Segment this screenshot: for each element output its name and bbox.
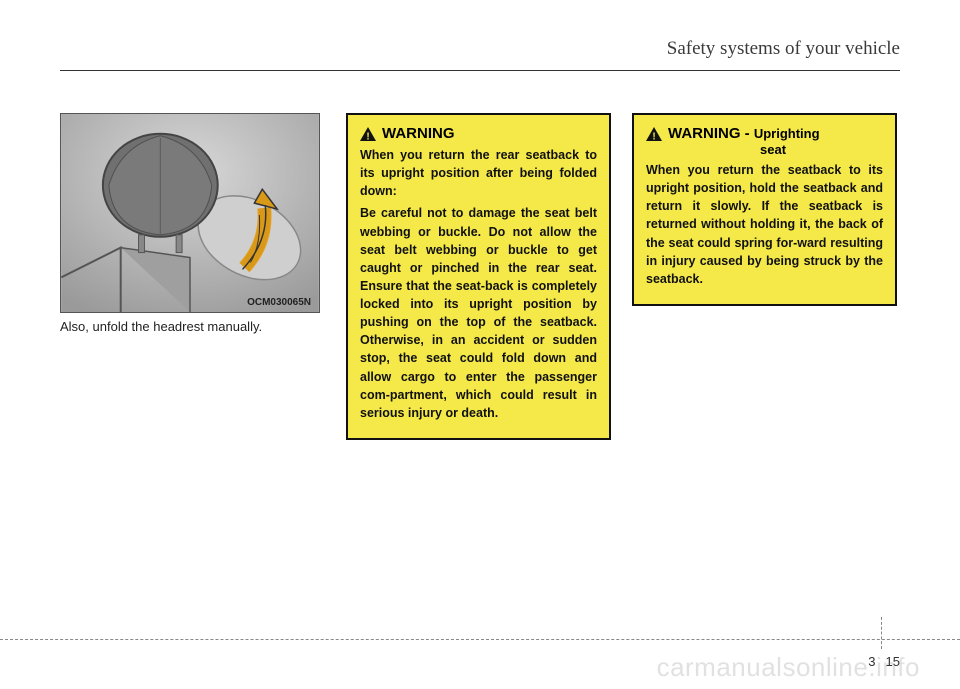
figure-code: OCM030065N: [247, 297, 311, 308]
warning-label-wrap: WARNING - Uprighting seat: [668, 125, 820, 157]
header-rule: [60, 70, 900, 71]
warning-title: ! WARNING - Uprighting seat: [646, 125, 883, 157]
footer-dashline: [0, 639, 960, 640]
warning-triangle-icon: !: [360, 127, 376, 141]
column-middle: ! WARNING When you return the rear seatb…: [346, 113, 614, 440]
warning-label: WARNING -: [668, 125, 754, 142]
warning-para: When you return the seatback to its upri…: [646, 161, 883, 288]
content-row: OCM030065N Also, unfold the headrest man…: [60, 113, 900, 440]
warning-box-uprighting: ! WARNING - Uprighting seat When you ret…: [632, 113, 897, 306]
warning-text: When you return the seatback to its upri…: [646, 161, 883, 288]
svg-text:!: !: [652, 132, 655, 142]
warning-triangle-icon: !: [646, 127, 662, 141]
warning-label: WARNING: [382, 125, 455, 142]
section-title: Safety systems of your vehicle: [667, 38, 900, 60]
watermark: carmanualsonline.info: [657, 652, 920, 683]
warning-text: When you return the rear seatback to its…: [360, 146, 597, 422]
warning-para: Be careful not to damage the seat belt w…: [360, 204, 597, 422]
headrest-figure: OCM030065N: [60, 113, 320, 313]
warning-title: ! WARNING: [360, 125, 597, 142]
warning-subtitle: Uprighting: [754, 126, 820, 141]
warning-box-seatback: ! WARNING When you return the rear seatb…: [346, 113, 611, 440]
headrest-illustration: [61, 114, 319, 312]
column-left: OCM030065N Also, unfold the headrest man…: [60, 113, 328, 440]
svg-text:!: !: [366, 132, 369, 142]
column-right: ! WARNING - Uprighting seat When you ret…: [632, 113, 900, 440]
manual-page: Safety systems of your vehicle: [0, 0, 960, 689]
footer-vertical-dash: [881, 617, 882, 649]
figure-caption: Also, unfold the headrest manually.: [60, 319, 328, 334]
warning-para: When you return the rear seatback to its…: [360, 146, 597, 200]
warning-subtitle-line2: seat: [760, 142, 820, 157]
